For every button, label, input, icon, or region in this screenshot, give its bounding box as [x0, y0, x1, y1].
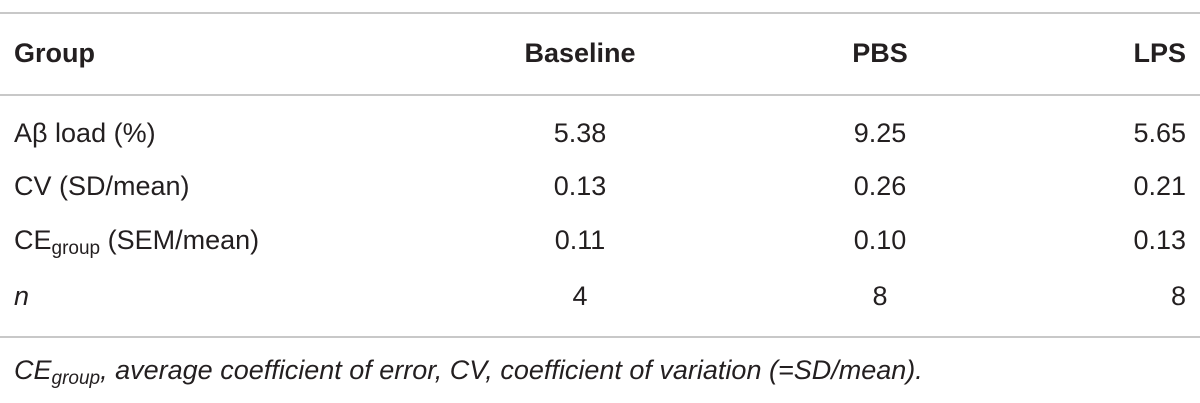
- header-cell: Baseline: [524, 38, 636, 68]
- label-subscript: group: [51, 238, 101, 259]
- label-subscript: group: [51, 368, 101, 389]
- table-cell: 5.38: [553, 118, 607, 148]
- label-main: CE: [14, 225, 52, 255]
- label-main: CV (SD/mean): [14, 171, 190, 201]
- row-label: CV (SD/mean): [14, 170, 190, 202]
- header-cell: Group: [14, 38, 95, 68]
- table-cell: 8: [1170, 281, 1186, 311]
- top-rule: [0, 12, 1200, 14]
- label-rest: (SEM/mean): [100, 225, 260, 255]
- row-label: CEgroup (SEM/mean): [14, 224, 260, 259]
- label-main: n: [14, 281, 30, 311]
- table-cell: 0.10: [853, 225, 907, 255]
- label-main: CE: [14, 355, 52, 385]
- row-label: n: [14, 280, 29, 312]
- table-cell: 5.65: [1133, 118, 1186, 148]
- row-label: Aβ load (%): [14, 117, 156, 149]
- table-cell: 0.13: [1133, 225, 1186, 255]
- table-cell: 9.25: [853, 118, 907, 148]
- table-cell: 0.26: [853, 171, 907, 201]
- table-cell: 4: [572, 281, 588, 311]
- label-main: Aβ load (%): [14, 118, 156, 148]
- table-cell: 0.21: [1133, 171, 1186, 201]
- table-cell: 8: [872, 281, 888, 311]
- header-rule: [0, 94, 1200, 96]
- footnote: CEgroup, average coefficient of error, C…: [14, 354, 923, 389]
- label-rest: , average coefficient of error, CV, coef…: [100, 355, 923, 385]
- table-cell: 0.13: [553, 171, 607, 201]
- header-cell: LPS: [1133, 38, 1186, 68]
- header-cell: PBS: [852, 38, 908, 68]
- table-cell: 0.11: [554, 225, 606, 255]
- bottom-rule: [0, 336, 1200, 338]
